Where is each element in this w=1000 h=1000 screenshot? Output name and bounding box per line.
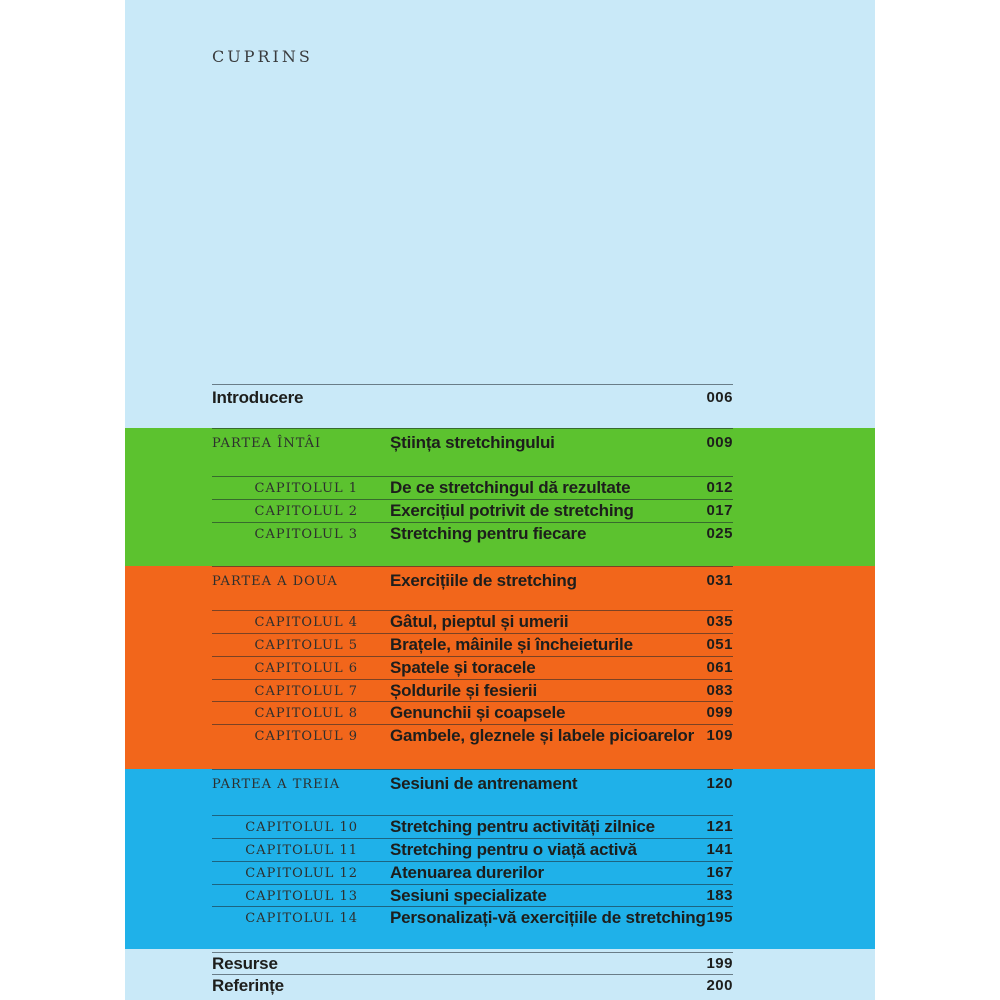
chapter-1-title: De ce stretchingul dă rezultate — [390, 478, 631, 497]
chapter-12-title: Atenuarea durerilor — [390, 863, 544, 882]
references-page-number: 200 — [706, 976, 733, 994]
chapter-8-page-number: 099 — [706, 704, 733, 721]
chapter-3-label: CAPITOLUL 3 — [254, 527, 358, 542]
toc-row-chapter-8: CAPITOLUL 8 Genunchii și coapsele 099 — [212, 701, 733, 724]
chapter-3-title: Stretching pentru fiecare — [390, 524, 587, 543]
toc-row-chapter-14: CAPITOLUL 14 Personalizați-vă exercițiil… — [212, 906, 733, 929]
chapter-9-label: CAPITOLUL 9 — [254, 729, 358, 744]
chapter-11-label: CAPITOLUL 11 — [245, 843, 358, 858]
part-three-label: PARTEA A TREIA — [212, 776, 341, 792]
band-part-two — [125, 566, 875, 769]
toc-row-chapter-10: CAPITOLUL 10 Stretching pentru activităț… — [212, 815, 733, 838]
part-one-label: PARTEA ÎNTÂI — [212, 435, 322, 451]
toc-row-references: Referințe 200 — [212, 974, 733, 996]
chapter-10-page-number: 121 — [706, 818, 733, 835]
part-one-page-number: 009 — [706, 433, 733, 451]
chapter-13-label: CAPITOLUL 13 — [245, 889, 358, 904]
part-three-page-number: 120 — [706, 774, 733, 792]
part-three-title: Sesiuni de antrenament — [390, 773, 578, 793]
toc-row-chapter-12: CAPITOLUL 12 Atenuarea durerilor 167 — [212, 861, 733, 884]
band-part-three — [125, 769, 875, 949]
chapter-5-label: CAPITOLUL 5 — [254, 638, 358, 653]
chapter-3-page-number: 025 — [706, 525, 733, 542]
part-two-title: Exercițiile de stretching — [390, 570, 577, 590]
toc-row-part-two: PARTEA A DOUA Exercițiile de stretching … — [212, 566, 733, 594]
part-two-label: PARTEA A DOUA — [212, 573, 338, 589]
chapter-12-label: CAPITOLUL 12 — [245, 866, 358, 881]
toc-row-chapter-3: CAPITOLUL 3 Stretching pentru fiecare 02… — [212, 522, 733, 545]
toc-row-chapter-5: CAPITOLUL 5 Brațele, mâinile și încheiet… — [212, 633, 733, 656]
intro-page-number: 006 — [706, 389, 733, 406]
chapter-12-page-number: 167 — [706, 864, 733, 881]
chapter-11-page-number: 141 — [706, 841, 733, 858]
chapter-6-title: Spatele și toracele — [390, 658, 536, 677]
chapter-6-page-number: 061 — [706, 659, 733, 676]
toc-row-chapter-11: CAPITOLUL 11 Stretching pentru o viață a… — [212, 838, 733, 861]
chapter-9-title: Gambele, gleznele și labele picioarelor — [390, 726, 694, 745]
chapter-7-title: Șoldurile și fesierii — [390, 681, 537, 700]
toc-row-part-one: PARTEA ÎNTÂI Știința stretchingului 009 — [212, 428, 733, 456]
chapter-4-label: CAPITOLUL 4 — [254, 615, 358, 630]
toc-row-chapter-7: CAPITOLUL 7 Șoldurile și fesierii 083 — [212, 679, 733, 702]
chapter-1-page-number: 012 — [706, 479, 733, 496]
resources-label: Resurse — [212, 953, 278, 973]
chapter-1-label: CAPITOLUL 1 — [254, 481, 358, 496]
chapter-6-label: CAPITOLUL 6 — [254, 661, 358, 676]
toc-row-resources: Resurse 199 — [212, 952, 733, 974]
references-label: Referințe — [212, 975, 284, 995]
band-part-one — [125, 428, 875, 566]
chapter-2-page-number: 017 — [706, 502, 733, 519]
chapter-14-title: Personalizați-vă exercițiile de stretchi… — [390, 908, 706, 927]
toc-page: CUPRINS Introducere 006 PARTEA ÎNTÂI Ști… — [125, 0, 875, 1000]
chapter-7-label: CAPITOLUL 7 — [254, 684, 358, 699]
chapter-5-page-number: 051 — [706, 636, 733, 653]
chapter-14-label: CAPITOLUL 14 — [245, 911, 358, 926]
chapter-2-title: Exercițiul potrivit de stretching — [390, 501, 634, 520]
chapter-4-page-number: 035 — [706, 613, 733, 630]
chapter-8-title: Genunchii și coapsele — [390, 703, 566, 722]
resources-page-number: 199 — [706, 954, 733, 972]
chapter-10-title: Stretching pentru activități zilnice — [390, 817, 655, 836]
chapter-13-page-number: 183 — [706, 887, 733, 904]
toc-row-chapter-6: CAPITOLUL 6 Spatele și toracele 061 — [212, 656, 733, 679]
toc-row-introduction: Introducere 006 — [212, 384, 733, 411]
chapter-4-title: Gâtul, pieptul și umerii — [390, 612, 569, 631]
toc-row-chapter-9: CAPITOLUL 9 Gambele, gleznele și labele … — [212, 724, 733, 747]
chapter-5-title: Brațele, mâinile și încheieturile — [390, 635, 633, 654]
toc-row-chapter-13: CAPITOLUL 13 Sesiuni specializate 183 — [212, 884, 733, 907]
chapter-2-label: CAPITOLUL 2 — [254, 504, 358, 519]
toc-row-part-three: PARTEA A TREIA Sesiuni de antrenament 12… — [212, 769, 733, 797]
chapter-11-title: Stretching pentru o viață activă — [390, 840, 637, 859]
chapter-10-label: CAPITOLUL 10 — [245, 820, 358, 835]
page-title: CUPRINS — [212, 47, 313, 66]
toc-row-chapter-4: CAPITOLUL 4 Gâtul, pieptul și umerii 035 — [212, 610, 733, 633]
chapter-9-page-number: 109 — [706, 727, 733, 744]
chapter-13-title: Sesiuni specializate — [390, 886, 547, 905]
toc-row-chapter-2: CAPITOLUL 2 Exercițiul potrivit de stret… — [212, 499, 733, 522]
part-one-title: Știința stretchingului — [390, 432, 555, 452]
toc-row-chapter-1: CAPITOLUL 1 De ce stretchingul dă rezult… — [212, 476, 733, 499]
chapter-14-page-number: 195 — [706, 909, 733, 926]
chapter-8-label: CAPITOLUL 8 — [254, 706, 358, 721]
chapter-7-page-number: 083 — [706, 682, 733, 699]
part-two-page-number: 031 — [706, 571, 733, 589]
intro-label: Introducere — [212, 388, 304, 407]
